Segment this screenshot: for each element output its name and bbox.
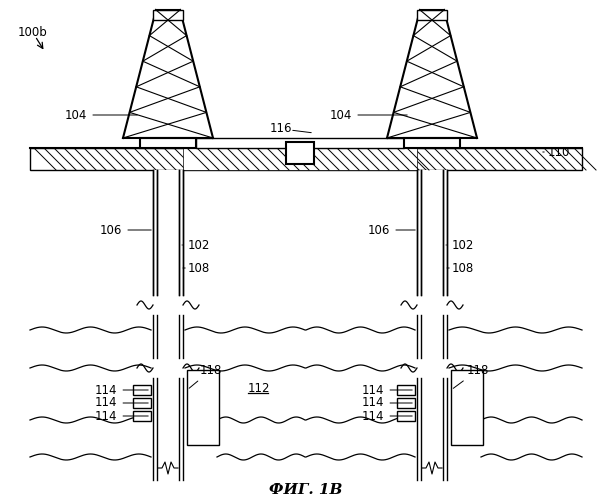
Text: 114: 114	[362, 397, 412, 410]
Bar	[133, 385, 151, 395]
Text: 104: 104	[330, 108, 407, 121]
Text: 114: 114	[95, 384, 148, 397]
Text: 114: 114	[362, 410, 412, 423]
Bar	[286, 142, 314, 164]
Text: 104: 104	[65, 108, 137, 121]
Bar	[397, 411, 415, 421]
Bar	[397, 398, 415, 408]
Text: 108: 108	[447, 261, 474, 274]
Text: 116: 116	[270, 121, 293, 135]
Text: 102: 102	[446, 239, 474, 251]
Bar	[153, 315, 183, 358]
Bar	[153, 10, 183, 20]
Bar	[404, 138, 460, 148]
Bar	[187, 370, 219, 445]
Bar	[133, 398, 151, 408]
Text: 118: 118	[189, 363, 222, 388]
Text: 118: 118	[453, 363, 490, 388]
Bar	[417, 170, 447, 295]
Text: 112: 112	[248, 382, 271, 395]
Bar	[397, 385, 415, 395]
Text: 102: 102	[182, 239, 211, 251]
Bar	[196, 138, 404, 148]
Bar	[417, 378, 447, 480]
Bar	[30, 148, 582, 170]
Text: 114: 114	[95, 410, 148, 423]
Text: 114: 114	[95, 397, 148, 410]
Text: 106: 106	[100, 224, 151, 237]
Bar	[417, 315, 447, 358]
Bar	[451, 370, 483, 445]
Bar	[153, 170, 183, 295]
Text: 110: 110	[548, 146, 570, 159]
Text: ФИГ. 1В: ФИГ. 1В	[269, 483, 343, 497]
Text: 114: 114	[362, 384, 412, 397]
Text: 100b: 100b	[18, 25, 48, 38]
Bar	[153, 378, 183, 480]
Bar	[417, 10, 447, 20]
Text: 106: 106	[368, 224, 415, 237]
Bar	[133, 411, 151, 421]
Bar	[183, 148, 417, 170]
Text: 108: 108	[183, 261, 211, 274]
Bar	[140, 138, 196, 148]
